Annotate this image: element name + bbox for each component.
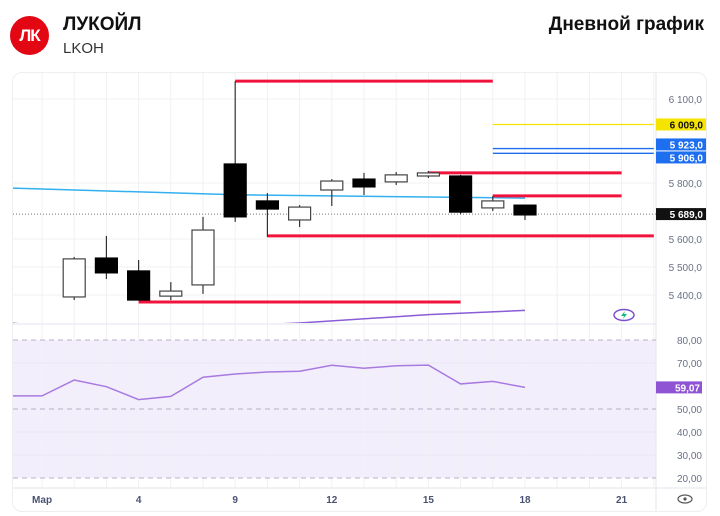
candle-body <box>288 206 312 221</box>
rsi-tick-label: 50,00 <box>677 405 702 416</box>
price-tick-label: 5 500,0 <box>669 263 703 274</box>
candle-body <box>384 174 408 183</box>
lukoil-logo: ЛК <box>10 16 49 55</box>
candle-body <box>159 290 183 297</box>
time-axis-label: 21 <box>616 495 628 506</box>
price-label: 6 009,0 <box>670 120 704 131</box>
rsi-value-bg <box>656 381 702 394</box>
rsi-band <box>13 340 656 478</box>
price-label-bg <box>656 118 706 131</box>
candle-body <box>416 172 440 177</box>
price-label: 5 923,0 <box>670 140 704 151</box>
candle-body <box>320 180 344 191</box>
time-axis-label: 18 <box>519 495 531 506</box>
price-tick-label: 6 100,0 <box>669 95 703 106</box>
price-tick-label: 5 400,0 <box>669 291 703 302</box>
chart-card[interactable]: 6 100,0 5 800,0 5 600,0 5 500,0 5 400,0 6 009… <box>12 72 707 512</box>
price-label-bg <box>656 138 706 151</box>
rsi-tick-label: 80,00 <box>677 336 702 347</box>
candle-body <box>126 270 151 301</box>
time-axis-label: 9 <box>232 495 238 506</box>
eye-pupil <box>683 497 687 501</box>
rsi-tick-label: 40,00 <box>677 428 702 439</box>
candle-body <box>513 204 537 216</box>
lightning-icon <box>621 311 627 319</box>
rsi-value-label: 59,07 <box>675 383 700 394</box>
price-label: 5 689,0 <box>670 210 704 221</box>
candle-body <box>481 200 505 209</box>
time-axis-label: 4 <box>136 495 142 506</box>
candle-body <box>191 229 215 286</box>
price-label-bg <box>656 208 706 221</box>
rsi-tick-label: 20,00 <box>677 474 702 485</box>
candle-body <box>352 178 376 188</box>
time-axis-label: 15 <box>423 495 435 506</box>
eye-icon[interactable] <box>677 494 693 504</box>
eye-outline <box>677 494 693 504</box>
rsi-line <box>13 364 526 401</box>
candle-body <box>62 258 86 298</box>
price-tick-label: 5 800,0 <box>669 179 703 190</box>
time-axis-label: Мар <box>32 495 52 506</box>
price-chart[interactable]: 6 100,0 5 800,0 5 600,0 5 500,0 5 400,0 6 009… <box>13 73 706 511</box>
company-name: ЛУКОЙЛ <box>63 14 142 35</box>
rsi-tick-label: 70,00 <box>677 359 702 370</box>
moving-average-long-line <box>13 309 526 323</box>
candle-body <box>94 257 119 274</box>
time-axis-label: 12 <box>326 495 338 506</box>
rsi-tick-label: 30,00 <box>677 451 702 462</box>
chart-type-title: Дневной график <box>548 14 704 35</box>
price-tick-label: 5 600,0 <box>669 235 703 246</box>
candle-body <box>449 175 473 213</box>
price-label-bg <box>656 151 706 164</box>
price-plot <box>13 79 656 323</box>
candle-body <box>223 163 247 218</box>
ticker-symbol: LKOH <box>63 40 104 57</box>
price-label: 5 906,0 <box>670 153 704 164</box>
candle-body <box>255 200 279 210</box>
price-panel <box>13 73 656 323</box>
